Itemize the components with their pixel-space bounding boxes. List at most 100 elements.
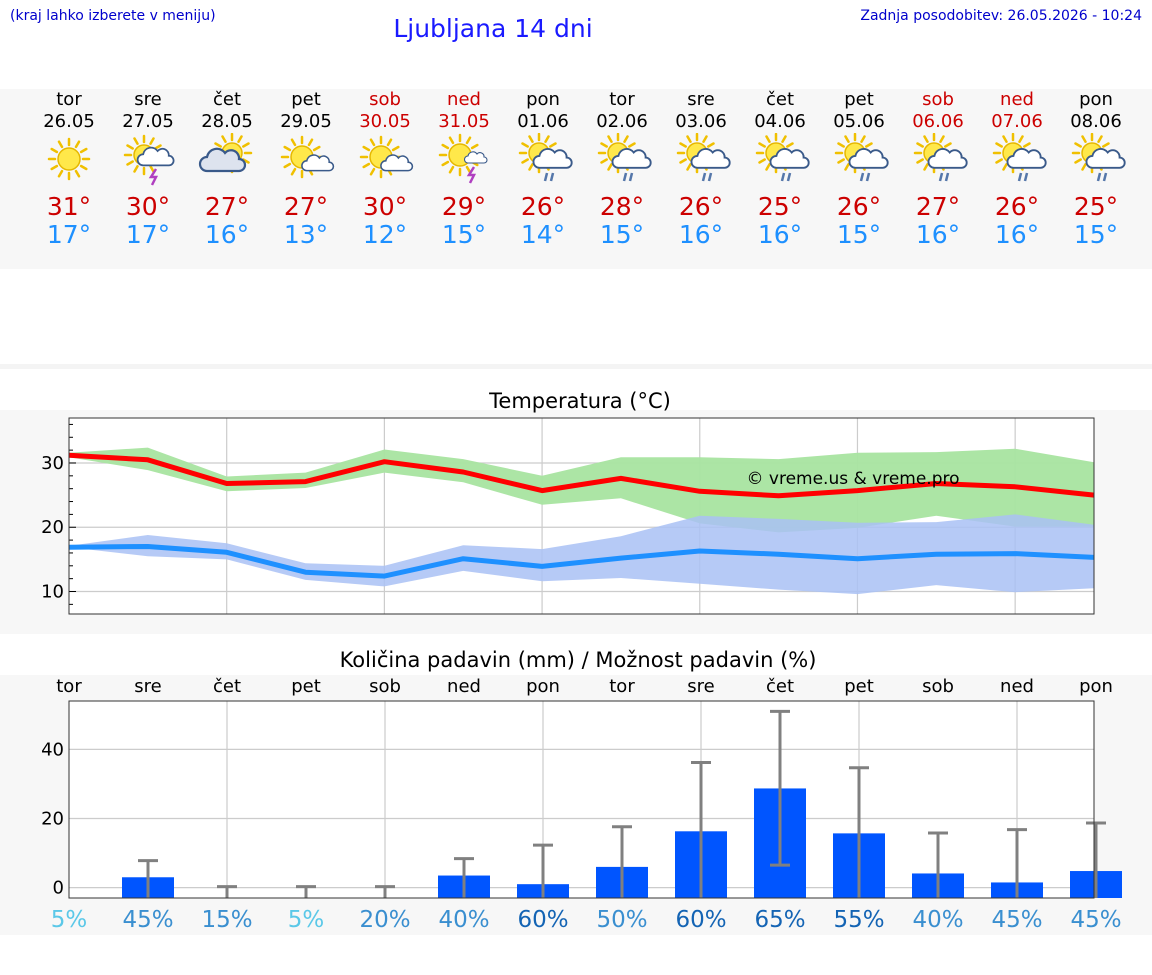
sun-icon — [47, 137, 91, 181]
day-name: tor — [609, 89, 635, 110]
day-column: pet 05.06 26° 15° — [819, 89, 899, 249]
sun-behind-cloud-icon — [198, 133, 253, 174]
precipitation-day-label: tor — [56, 676, 82, 697]
precipitation-probability: 45% — [991, 907, 1042, 933]
precipitation-probability: 45% — [122, 907, 173, 933]
max-temperature: 26° — [994, 192, 1040, 221]
day-name: pet — [844, 89, 874, 110]
day-name: čet — [212, 89, 242, 110]
day-date: 28.05 — [201, 111, 253, 132]
day-date: 31.05 — [438, 111, 490, 132]
precipitation-probability: 60% — [675, 907, 726, 933]
day-column: sob 06.06 27° 16° — [898, 89, 978, 249]
precipitation-plot-frame — [68, 700, 1095, 899]
temperature-plot-frame — [68, 417, 1095, 615]
daily-forecast-strip — [0, 89, 1152, 269]
day-date: 30.05 — [359, 111, 411, 132]
last-update: Zadnja posodobitev: 26.05.2026 - 10:24 — [860, 8, 1142, 24]
page-title-text: Ljubljana 14 dni — [393, 14, 593, 43]
min-temperature: 15° — [599, 220, 645, 249]
precipitation-day-label: pon — [526, 676, 560, 697]
precipitation-day-label: pet — [844, 676, 874, 697]
day-column: sre 27.05 30° 17° — [108, 89, 188, 249]
max-temperature: 27° — [283, 192, 329, 221]
max-temperature: 26° — [520, 192, 566, 221]
min-temperature: 15° — [836, 220, 882, 249]
min-temperature-line — [68, 544, 1095, 579]
day-name: ned — [1000, 89, 1034, 110]
day-column: čet 28.05 27° 16° — [187, 89, 267, 249]
min-temperature: 16° — [994, 220, 1040, 249]
day-date: 02.06 — [596, 111, 648, 132]
temperature-y-tick: 10 — [41, 582, 64, 603]
max-temperature: 29° — [441, 192, 487, 221]
day-column: tor 02.06 28° 15° — [582, 89, 662, 249]
precipitation-probability: 55% — [833, 907, 884, 933]
day-column: pet 29.05 27° 13° — [266, 89, 346, 249]
sun-cloud-rain-icon — [755, 133, 810, 182]
max-temperature-line — [68, 452, 1095, 499]
min-temperature: 15° — [1073, 220, 1119, 249]
day-column: sob 30.05 30° 12° — [345, 89, 425, 249]
sun-cloud-rain-icon — [676, 133, 731, 182]
sun-small-cloud-icon — [359, 135, 414, 179]
precipitation-probability: 50% — [596, 907, 647, 933]
max-temperature: 27° — [204, 192, 250, 221]
sun-cloud-rain-icon — [1071, 133, 1126, 182]
day-column: ned 31.05 29° 15° — [424, 89, 504, 249]
day-date: 08.06 — [1070, 111, 1122, 132]
temperature-y-tick: 20 — [41, 517, 64, 538]
precipitation-probability: 65% — [754, 907, 805, 933]
max-temperature: 26° — [678, 192, 724, 221]
min-temperature: 16° — [678, 220, 724, 249]
min-temperature: 15° — [441, 220, 487, 249]
precipitation-probability: 15% — [201, 907, 252, 933]
max-temperature: 25° — [757, 192, 803, 221]
day-name: pet — [291, 89, 321, 110]
day-column: pon 01.06 26° 14° — [503, 89, 583, 249]
max-temperature: 30° — [125, 192, 171, 221]
precipitation-day-label: sre — [687, 676, 714, 697]
day-date: 27.05 — [122, 111, 174, 132]
day-column: tor 26.05 31° 17° — [29, 89, 109, 249]
temperature-chart-title: Temperatura (°C) — [488, 389, 671, 413]
min-temperature: 13° — [283, 220, 329, 249]
day-column: ned 07.06 26° 16° — [977, 89, 1057, 249]
day-name: sre — [687, 89, 715, 110]
max-temperature: 30° — [362, 192, 408, 221]
day-date: 04.06 — [754, 111, 806, 132]
day-date: 01.06 — [517, 111, 569, 132]
max-temperature: 27° — [915, 192, 961, 221]
min-temperature: 16° — [915, 220, 961, 249]
day-column: pon 08.06 25° 15° — [1056, 89, 1136, 249]
precipitation-day-label: pon — [1079, 676, 1113, 697]
precipitation-day-label: čet — [213, 676, 241, 697]
max-temperature: 25° — [1073, 192, 1119, 221]
charts-area: Temperatura (°C) 10 20 30 © vreme.us & vreme… — [0, 389, 1152, 935]
precipitation-day-label: sre — [134, 676, 161, 697]
min-temperature: 14° — [520, 220, 566, 249]
precipitation-probability: 45% — [1070, 907, 1121, 933]
day-date: 07.06 — [991, 111, 1043, 132]
min-temperature: 16° — [757, 220, 803, 249]
precipitation-day-label: ned — [447, 676, 481, 697]
min-temperature: 17° — [46, 220, 92, 249]
max-temperature-range-band — [69, 447, 1094, 533]
day-date: 06.06 — [912, 111, 964, 132]
precipitation-y-tick: 20 — [41, 809, 64, 830]
min-temperature: 16° — [204, 220, 250, 249]
precipitation-probability: 40% — [438, 907, 489, 933]
day-name: sob — [922, 89, 954, 110]
day-date: 05.06 — [833, 111, 885, 132]
precipitation-probability: 5% — [51, 907, 88, 933]
max-temperature: 31° — [46, 192, 92, 221]
precipitation-chart-title: Količina padavin (mm) / Možnost padavin … — [340, 648, 817, 672]
min-temperature: 12° — [362, 220, 408, 249]
precipitation-day-label: tor — [609, 676, 635, 697]
max-temperature: 26° — [836, 192, 882, 221]
section-divider — [0, 364, 1152, 369]
day-name: pon — [1079, 89, 1113, 110]
day-name: čet — [765, 89, 795, 110]
day-name: ned — [447, 89, 481, 110]
page-title: Ljubljana 14 dni — [0, 14, 1152, 43]
